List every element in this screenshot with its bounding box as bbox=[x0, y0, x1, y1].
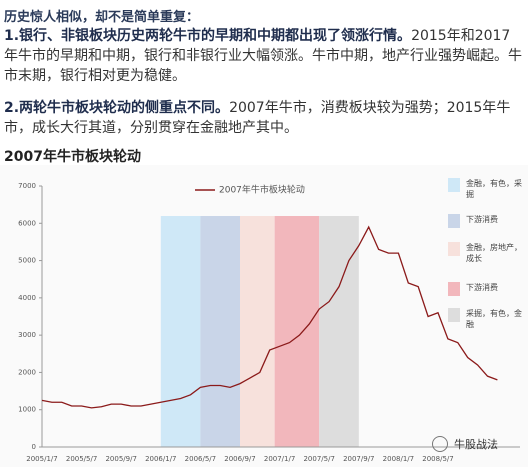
line bbox=[41, 225, 498, 409]
x-tick-label: 2007/5/7 bbox=[303, 455, 334, 463]
x-tick-label: 2005/5/7 bbox=[66, 455, 97, 463]
point-text: 2007年牛市，消费板块较为强势；2015年牛市，成长大行其道，分别贯穿在金融地… bbox=[4, 100, 511, 136]
x-tick-label: 2006/9/7 bbox=[224, 455, 255, 463]
x-tick-label: 2007/9/7 bbox=[343, 455, 374, 463]
period-band bbox=[160, 216, 201, 447]
period-band bbox=[240, 216, 275, 447]
point: 1.银行、非银板块历史两轮牛市的早期和中期都出现了领涨行情。2015年和2017… bbox=[4, 26, 524, 86]
point-lead: 2.两轮牛市板块轮动的侧重点不同。 bbox=[4, 100, 230, 116]
point: 2.两轮牛市板块轮动的侧重点不同。2007年牛市，消费板块较为强势；2015年牛… bbox=[4, 98, 524, 138]
period-band bbox=[200, 216, 240, 447]
x-tick-label: 2008/5/7 bbox=[422, 455, 453, 463]
band-label: 金融，房地产，成长 bbox=[466, 243, 522, 263]
x-tick-label: 2005/9/7 bbox=[105, 455, 136, 463]
x-tick-label: 2008/1/7 bbox=[383, 455, 414, 463]
y-tick-label: 5000 bbox=[18, 257, 36, 265]
heading: 历史惊人相似，却不是简单重复： bbox=[4, 10, 200, 25]
y-tick-label: 4000 bbox=[18, 294, 36, 302]
band-label: 下游消费 bbox=[466, 215, 498, 224]
watermark: 牛股战法 bbox=[432, 436, 498, 452]
legend-label: 2007年牛市板块轮动 bbox=[219, 184, 305, 196]
y-tick-label: 7000 bbox=[18, 182, 36, 190]
x-tick-label: 2005/1/7 bbox=[26, 455, 57, 463]
y-tick-label: 3000 bbox=[18, 331, 36, 339]
chart: 0 1000 2000 3000 4000 5000 6000 7000 2005/1/7 200… bbox=[0, 165, 528, 467]
watermark-text: 牛股战法 bbox=[454, 438, 498, 451]
y-tick-label: 6000 bbox=[18, 219, 36, 227]
band-swatch bbox=[448, 214, 460, 228]
band-label: 下游消费 bbox=[466, 283, 498, 292]
point-lead: 1.银行、非银板块历史两轮牛市的早期和中期都出现了领涨行情。 bbox=[4, 28, 412, 44]
x-tick-label: 2006/1/7 bbox=[145, 455, 176, 463]
x-tick-label: 2006/5/7 bbox=[185, 455, 216, 463]
y-tick-label: 1000 bbox=[18, 406, 36, 414]
band-swatch bbox=[448, 242, 460, 256]
y-tick-label: 2000 bbox=[18, 368, 36, 376]
period-band bbox=[274, 216, 320, 447]
band-label: 金融，有色，采掘 bbox=[466, 179, 522, 199]
band-swatch bbox=[448, 282, 460, 296]
period-band bbox=[319, 216, 359, 447]
x-tick-label: 2007/1/7 bbox=[264, 455, 295, 463]
band-swatch bbox=[448, 308, 460, 322]
point-text: 2015年和2017年牛市的早期和中期，银行和非银行业大幅领涨。牛市中期，地产行… bbox=[4, 28, 522, 84]
y-tick-label: 0 bbox=[32, 443, 36, 451]
band-label: 采掘，有色，金融 bbox=[466, 309, 522, 329]
band-swatch bbox=[448, 178, 460, 192]
wechat-icon bbox=[432, 436, 448, 452]
